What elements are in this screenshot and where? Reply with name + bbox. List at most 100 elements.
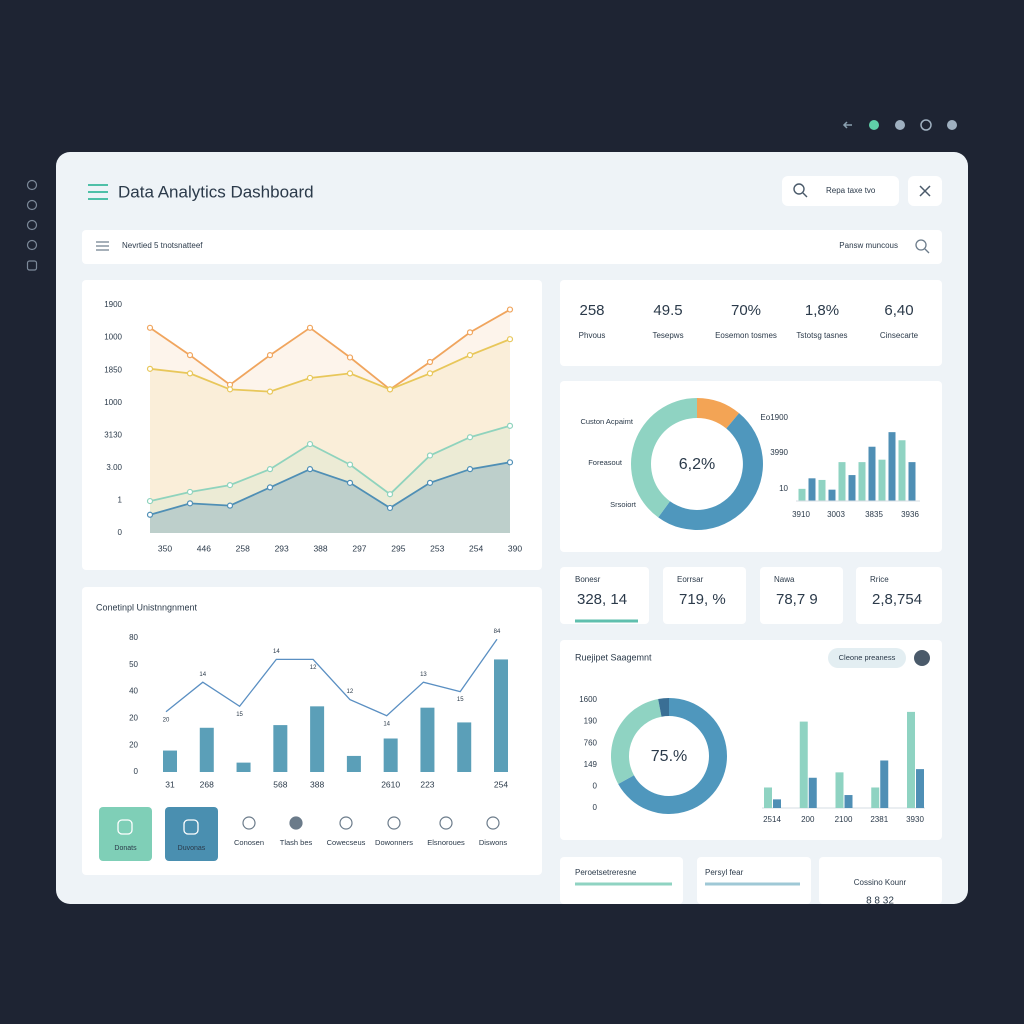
y-tick-label: 149 [584, 760, 598, 769]
y-tick-label: 50 [129, 660, 138, 669]
bar [457, 722, 472, 772]
icon[interactable] [26, 219, 38, 231]
stat-value: 328, 14 [577, 591, 627, 608]
x-tick-label: 3003 [827, 510, 845, 519]
kpi-value: 258 [579, 302, 604, 319]
annotation: 12 [310, 665, 317, 671]
icon[interactable] [26, 260, 38, 271]
point [306, 374, 314, 382]
y-tick-label: 760 [584, 738, 598, 747]
card [560, 280, 942, 366]
line [149, 338, 511, 393]
stat-value: 2,8,754 [872, 591, 922, 608]
point [506, 336, 514, 343]
bar [818, 479, 826, 501]
bar [898, 440, 906, 501]
y-tick-label: 10 [779, 484, 788, 493]
annotation: 14 [199, 672, 206, 678]
y-tick-label: 1000 [104, 333, 122, 342]
toolbar-icon[interactable] [96, 241, 109, 251]
point [466, 352, 474, 359]
button-icon[interactable] [289, 816, 303, 830]
line [149, 424, 511, 502]
dot[interactable] [947, 120, 957, 130]
card-label: Cossino Kounr [854, 878, 907, 887]
point [386, 386, 394, 393]
x-tick-label: 388 [310, 779, 324, 789]
search-box[interactable] [782, 176, 899, 206]
y-tick-label: 0 [134, 767, 139, 776]
line [149, 461, 511, 516]
y-tick-label: 20 [129, 714, 138, 723]
menu-icon[interactable] [88, 184, 108, 200]
donut-segment [610, 699, 662, 784]
x-tick-label: 3835 [865, 510, 883, 519]
y-tick-label: 190 [584, 717, 598, 726]
button-label: Dowonners [375, 838, 413, 847]
search-icon [802, 192, 808, 198]
search-icon [793, 183, 805, 195]
kpi-label: Tstotsg tasnes [796, 331, 847, 340]
card [760, 567, 843, 624]
kpi-value: 70% [731, 302, 761, 319]
button[interactable] [828, 648, 906, 668]
point [266, 466, 274, 473]
kpi-label: Eosemon tosmes [715, 331, 777, 340]
dot[interactable] [869, 120, 879, 130]
y-tick-label: 3130 [104, 430, 122, 439]
button-icon[interactable] [242, 816, 256, 830]
annotation: 12 [347, 689, 354, 695]
kpi-label: Tesepws [652, 331, 683, 340]
button-label: Tlash bes [280, 838, 313, 847]
point [186, 352, 194, 359]
donut-segment [658, 698, 669, 717]
icon[interactable] [26, 199, 38, 211]
bar [420, 707, 435, 772]
kpi-value: 6,40 [884, 302, 913, 319]
bar [907, 711, 915, 808]
button-label: Elsnoroues [427, 838, 465, 847]
icon[interactable] [26, 179, 38, 191]
line [149, 308, 511, 391]
x-tick-label: 446 [197, 543, 211, 553]
info-icon[interactable] [914, 650, 930, 666]
button-label: Diswons [479, 838, 508, 847]
point [146, 511, 154, 518]
point [506, 459, 514, 466]
x-tick-label: 3936 [901, 510, 919, 519]
bar [835, 772, 844, 808]
point [186, 500, 194, 507]
y-tick-label: 3990 [770, 448, 788, 457]
kpi-value: 1,8% [805, 302, 839, 319]
donut-label: Custon Acpaimt [580, 417, 633, 426]
point [346, 479, 354, 486]
point [466, 434, 474, 441]
card [560, 857, 683, 904]
x-tick-label: 295 [391, 543, 405, 553]
icon[interactable] [26, 239, 38, 251]
button-icon[interactable] [439, 816, 453, 830]
card-label: Peroetsetreresne [575, 868, 637, 877]
button-icon[interactable] [339, 816, 353, 830]
bar [773, 799, 781, 808]
point [266, 484, 274, 491]
bar [871, 787, 880, 808]
toolbar-text: Pansw muncous [839, 241, 898, 250]
dashboard-title: Data Analytics Dashboard [118, 182, 314, 201]
back-icon[interactable] [842, 121, 852, 129]
bar [916, 769, 924, 808]
y-tick-label: 80 [129, 633, 138, 642]
bar [383, 738, 398, 772]
search-icon[interactable] [915, 239, 927, 251]
button-icon[interactable] [387, 816, 401, 830]
x-tick-label: 253 [430, 543, 444, 553]
button-icon[interactable] [486, 816, 500, 830]
dot[interactable] [920, 119, 932, 131]
chart-title: Conetinpl Unistnngnment [96, 602, 198, 612]
dot[interactable] [895, 120, 905, 130]
x-tick-label: 3930 [906, 815, 924, 824]
bar [798, 488, 806, 501]
donut-segment [697, 398, 740, 429]
point [426, 370, 434, 377]
